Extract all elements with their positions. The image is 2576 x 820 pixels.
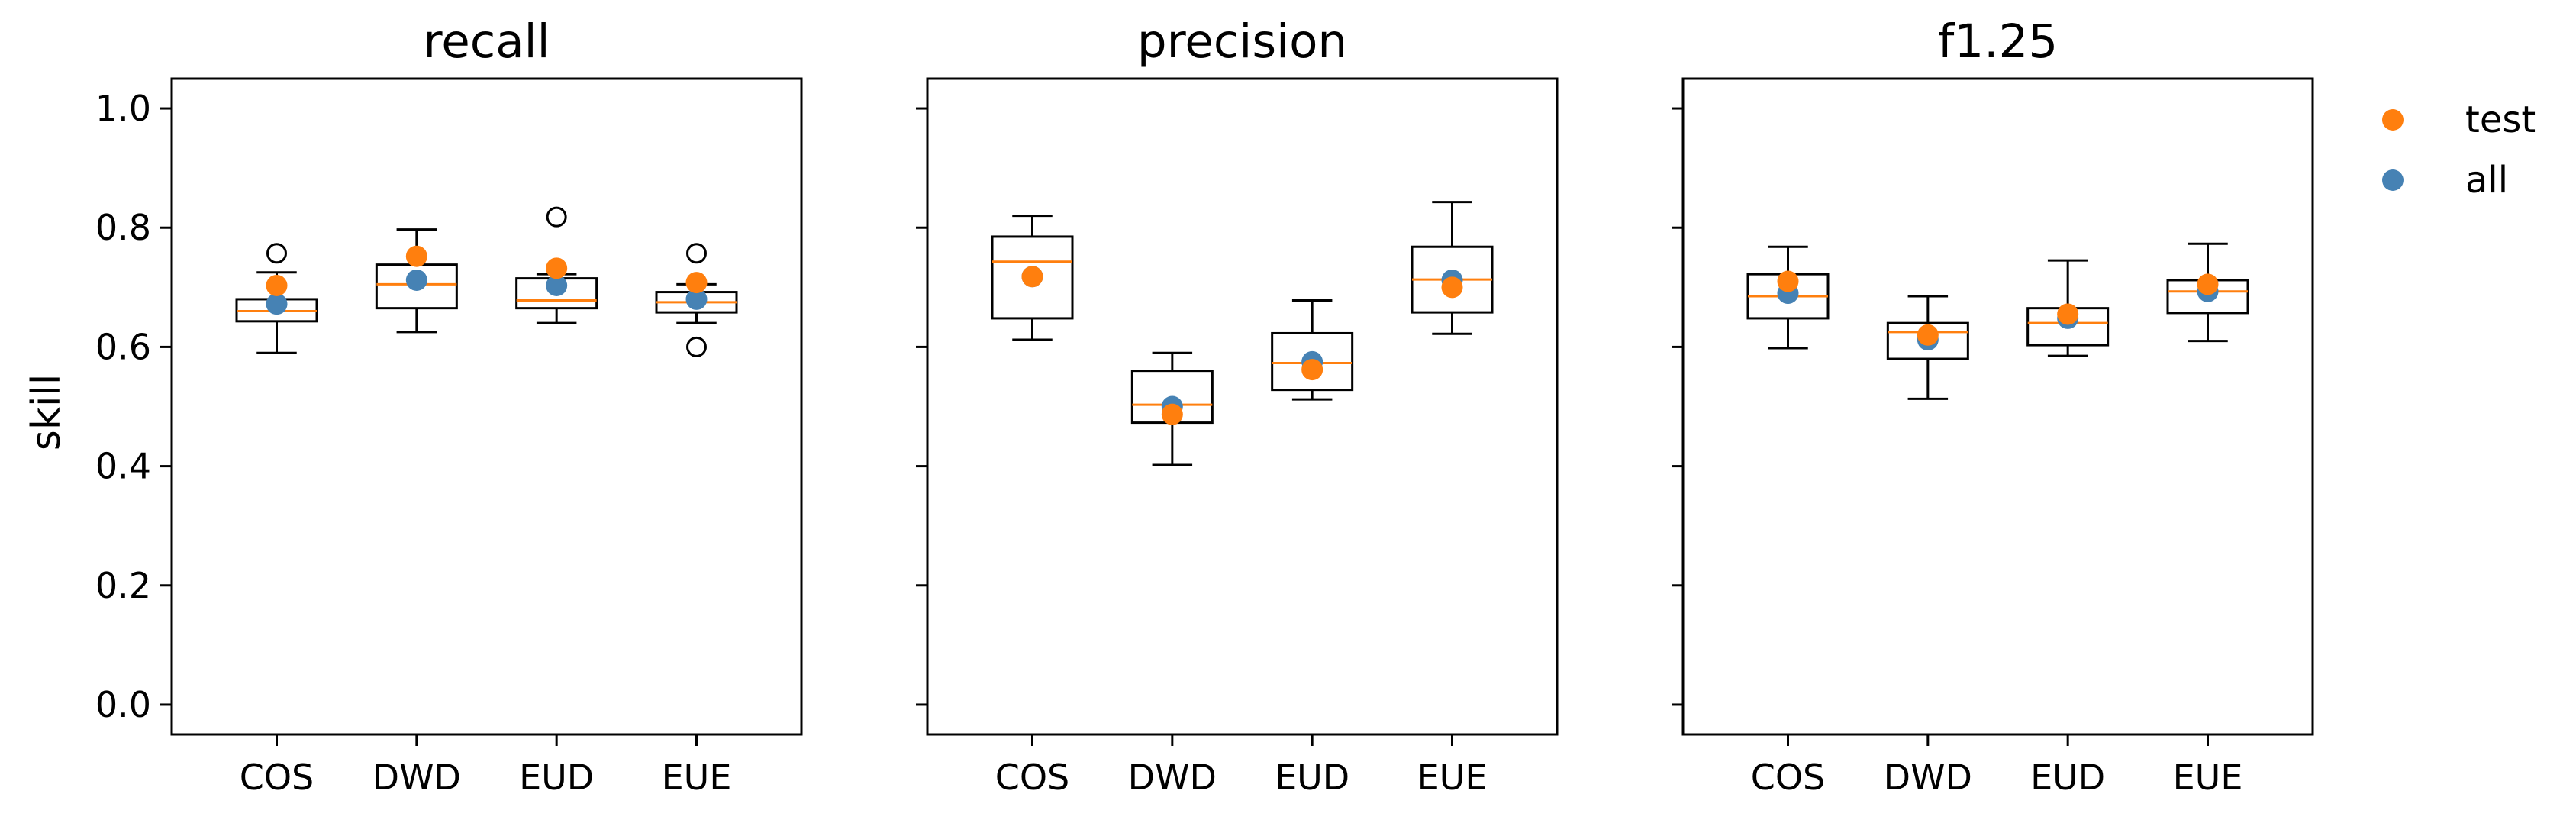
x-tick-label: EUE — [1417, 757, 1488, 798]
box-eue: EUE — [2166, 242, 2249, 798]
all-point — [685, 288, 708, 310]
x-tick-label: EUE — [662, 757, 732, 798]
legend: test all — [2382, 98, 2536, 202]
y-tick-label: 0.8 — [95, 207, 151, 248]
x-tick-label: DWD — [372, 757, 461, 798]
box-dwd: DWD — [372, 228, 461, 798]
legend-entry-all: all — [2382, 159, 2508, 202]
panel-frame — [1681, 77, 2314, 736]
y-tick-label: 0.6 — [95, 326, 151, 367]
panel-precision: precision COS DWD EUD EUE — [916, 15, 1559, 798]
y-axis-label: skill — [24, 374, 69, 451]
test-point — [546, 257, 568, 279]
x-tick-label: EUE — [2173, 757, 2243, 798]
all-point — [546, 274, 568, 296]
box-eud: EUD — [1271, 299, 1354, 798]
panel-frame — [926, 77, 1559, 736]
outlier-point — [686, 336, 707, 357]
box-eue: EUE — [655, 243, 738, 798]
box-cos: COS — [991, 215, 1074, 798]
iqr-box — [1886, 321, 1969, 360]
test-point — [1021, 266, 1043, 288]
y-tick-label: 0.4 — [95, 446, 151, 487]
test-point — [266, 274, 288, 296]
box-cos: COS — [235, 243, 318, 798]
y-tick-label: 0.2 — [95, 565, 151, 606]
test-point — [1441, 276, 1463, 299]
outlier-point — [686, 243, 707, 264]
box-eue: EUE — [1411, 201, 1494, 798]
y-tick-label: 0.0 — [95, 684, 151, 725]
x-tick-label: EUD — [519, 757, 594, 798]
test-point — [1917, 324, 1939, 346]
x-tick-label: COS — [240, 757, 314, 798]
box-cos: COS — [1746, 245, 1830, 798]
legend-marker — [2382, 109, 2404, 131]
legend-entry-test: test — [2382, 98, 2536, 141]
all-point — [266, 293, 288, 315]
panel-recall: recall 0.0 0.2 0.4 0.6 0.8 1.0 COS DWD EUD EUE — [95, 15, 803, 798]
test-point — [685, 272, 708, 294]
panel-title: recall — [423, 15, 550, 69]
test-point — [1301, 359, 1323, 381]
legend-label: all — [2465, 159, 2508, 202]
x-tick-label: COS — [995, 757, 1070, 798]
panel-title: precision — [1137, 15, 1347, 69]
box-dwd: DWD — [1884, 295, 1972, 798]
box-eud: EUD — [515, 206, 598, 798]
iqr-box — [1271, 331, 1354, 392]
panel-title: f1.25 — [1938, 15, 2058, 69]
panel-f1-25: f1.25 COS DWD EUD EUE — [1672, 15, 2314, 798]
iqr-box — [991, 235, 1074, 320]
legend-label: test — [2465, 98, 2536, 141]
test-point — [405, 245, 427, 267]
test-point — [1777, 270, 1799, 292]
x-tick-label: DWD — [1884, 757, 1972, 798]
all-point — [405, 269, 427, 291]
panel-frame — [170, 77, 803, 736]
x-tick-label: EUD — [1275, 757, 1349, 798]
box-dwd: DWD — [1128, 351, 1217, 798]
test-point — [2057, 303, 2079, 325]
test-point — [2197, 273, 2219, 295]
x-tick-label: COS — [1751, 757, 1826, 798]
box-eud: EUD — [2026, 259, 2110, 798]
y-tick-label: 1.0 — [95, 88, 151, 129]
test-point — [1161, 403, 1183, 425]
x-tick-label: DWD — [1128, 757, 1217, 798]
x-tick-label: EUD — [2030, 757, 2105, 798]
outlier-point — [266, 243, 287, 264]
outlier-point — [546, 206, 567, 228]
legend-marker — [2382, 169, 2404, 191]
